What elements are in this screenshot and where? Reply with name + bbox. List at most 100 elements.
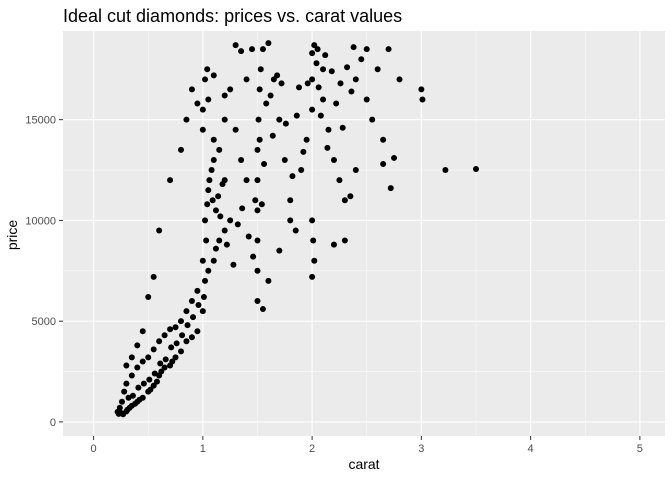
data-point — [245, 233, 252, 240]
data-point — [204, 201, 211, 208]
data-point — [369, 116, 376, 123]
data-point — [121, 388, 128, 395]
data-point — [333, 100, 340, 107]
data-point — [261, 160, 268, 167]
data-point — [199, 308, 206, 315]
data-point — [358, 56, 365, 63]
data-point — [344, 64, 351, 71]
data-point — [311, 257, 318, 264]
data-point — [265, 277, 272, 284]
data-point — [146, 376, 153, 383]
data-point — [328, 68, 335, 75]
data-point — [188, 298, 195, 304]
data-point — [396, 76, 403, 83]
data-point — [114, 408, 121, 415]
data-point — [387, 185, 394, 192]
data-point — [172, 324, 179, 331]
data-point — [391, 154, 398, 161]
data-point — [179, 332, 186, 339]
data-point — [153, 378, 160, 385]
data-point — [156, 338, 163, 345]
data-point — [139, 328, 146, 335]
data-point — [259, 46, 266, 53]
data-point — [276, 116, 283, 123]
data-point — [442, 167, 449, 174]
data-point — [200, 293, 207, 300]
data-point — [210, 136, 217, 143]
data-point — [337, 80, 344, 87]
data-point — [172, 354, 179, 361]
data-point — [270, 76, 277, 83]
data-point — [157, 360, 164, 367]
data-points — [114, 40, 479, 418]
data-point — [232, 42, 239, 49]
data-point — [202, 76, 209, 83]
major-grid — [63, 31, 665, 436]
data-point — [161, 332, 168, 339]
x-tick-label: 1 — [200, 443, 206, 455]
data-point — [139, 358, 146, 365]
data-point — [238, 156, 245, 163]
data-point — [232, 126, 239, 133]
data-point — [183, 308, 190, 315]
data-point — [256, 86, 263, 93]
y-axis-title: price — [4, 220, 20, 251]
data-point — [129, 392, 136, 399]
x-axis-title: carat — [348, 456, 379, 472]
data-point — [221, 116, 228, 123]
data-point — [188, 334, 195, 341]
data-point — [234, 221, 241, 228]
data-point — [208, 167, 215, 174]
data-point — [212, 245, 219, 252]
data-point — [227, 217, 234, 224]
data-point — [135, 384, 142, 391]
data-point — [298, 167, 305, 174]
x-axis: 0 1 2 3 4 5 — [91, 436, 643, 455]
data-point — [267, 92, 274, 99]
data-point — [199, 257, 206, 264]
y-axis: 0 5000 10000 15000 — [25, 115, 63, 429]
data-point — [309, 106, 316, 113]
data-point — [190, 314, 197, 321]
data-point — [254, 298, 261, 304]
data-point — [254, 207, 261, 214]
data-point — [219, 181, 226, 188]
data-point — [184, 322, 191, 329]
data-point — [255, 116, 262, 123]
data-point — [203, 237, 210, 244]
data-point — [123, 380, 130, 387]
data-point — [295, 84, 302, 91]
data-point — [259, 306, 266, 313]
data-point — [314, 46, 321, 53]
data-point — [350, 44, 357, 51]
data-point — [311, 42, 318, 49]
data-point — [205, 187, 212, 194]
y-tick-label: 0 — [50, 417, 56, 429]
data-point — [173, 340, 180, 347]
data-point — [151, 370, 158, 377]
data-point — [139, 394, 146, 401]
data-point — [177, 348, 184, 355]
data-point — [217, 213, 224, 220]
data-point — [309, 217, 316, 224]
y-tick-label: 15000 — [25, 115, 56, 127]
data-point — [210, 72, 217, 79]
data-point — [374, 66, 381, 73]
data-point — [145, 354, 152, 361]
x-tick-label: 0 — [91, 443, 97, 455]
data-point — [322, 52, 329, 59]
data-point — [254, 237, 261, 244]
data-point — [183, 338, 190, 345]
data-point — [263, 100, 270, 107]
data-point — [230, 261, 237, 268]
data-point — [206, 177, 213, 184]
data-point — [320, 96, 327, 103]
data-point — [352, 76, 359, 83]
data-point — [278, 80, 285, 87]
data-point — [341, 197, 348, 204]
data-point — [239, 205, 246, 212]
data-point — [238, 48, 245, 55]
data-point — [380, 136, 387, 143]
data-point — [243, 76, 250, 83]
data-point — [221, 227, 228, 234]
